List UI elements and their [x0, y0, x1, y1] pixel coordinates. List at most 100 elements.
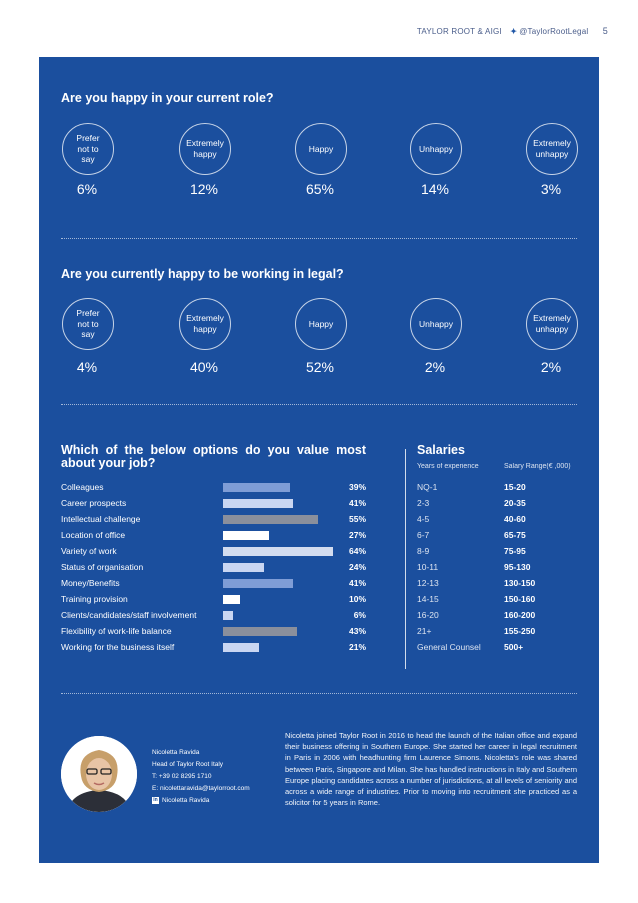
- value-row: Training provision 10%: [61, 592, 366, 608]
- salary-range: 155-250: [504, 626, 536, 636]
- divider: [61, 693, 577, 694]
- value-bar: [223, 483, 291, 492]
- value-bar: [223, 499, 294, 508]
- salary-years: 8-9: [417, 546, 430, 556]
- contact-card: Nicoletta Ravida Head of Taylor Root Ita…: [152, 747, 250, 807]
- q1-title: Are you happy in your current role?: [61, 91, 274, 105]
- salary-range: 15-20: [504, 482, 526, 492]
- q1-option-circle: Unhappy: [410, 123, 462, 175]
- salary-years: 2-3: [417, 498, 430, 508]
- q1-option-circle: Extremely unhappy: [526, 123, 578, 175]
- value-label: Flexibility of work-life balance: [61, 626, 172, 636]
- q2-option-label: Prefer not to say: [76, 308, 100, 340]
- q2-pct: 2%: [424, 359, 446, 375]
- content-panel: Are you happy in your current role? Pref…: [39, 57, 599, 863]
- contact-role: Head of Taylor Root Italy: [152, 761, 224, 768]
- value-bar: [223, 563, 265, 572]
- q2-option-circle: Extremely unhappy: [526, 298, 578, 350]
- value-bar: [223, 595, 241, 604]
- q2-option-label: Extremely happy: [186, 313, 224, 334]
- value-row: Intellectual challenge 55%: [61, 512, 366, 528]
- salary-range: 20-35: [504, 498, 526, 508]
- value-bar: [223, 531, 270, 540]
- q1-option-label: Happy: [308, 143, 334, 154]
- value-pct: 24%: [348, 562, 366, 572]
- salary-range: 95-130: [504, 562, 531, 572]
- contact-email[interactable]: E: nicolettaravida@taylorroot.com: [152, 785, 250, 792]
- q2-pct: 2%: [540, 359, 562, 375]
- salary-row: 14-15 150-160: [417, 592, 587, 608]
- salary-row: 10-11 95-130: [417, 560, 587, 576]
- value-row: Location of office 27%: [61, 528, 366, 544]
- salary-range: 500+: [504, 642, 524, 652]
- column-divider: [405, 449, 406, 669]
- value-label: Colleagues: [61, 482, 104, 492]
- salary-row: NQ-1 15-20: [417, 480, 587, 496]
- q2-option-circle: Happy: [295, 298, 347, 350]
- q1-pct: 3%: [540, 181, 562, 197]
- value-pct: 21%: [348, 642, 366, 652]
- value-bar: [223, 643, 260, 652]
- salary-row: 2-3 20-35: [417, 496, 587, 512]
- value-label: Location of office: [61, 530, 126, 540]
- q2-option-label: Extremely unhappy: [533, 313, 571, 334]
- q2-option-circle: Unhappy: [410, 298, 462, 350]
- salary-row: 12-13 130-150: [417, 576, 587, 592]
- salary-range: 130-150: [504, 578, 536, 588]
- values-title-2: about your job?: [61, 456, 156, 470]
- q1-option-circle: Extremely happy: [179, 123, 231, 175]
- q2-title: Are you currently happy to be working in…: [61, 267, 344, 281]
- page-number: 5: [602, 26, 608, 36]
- col-years: Years of experience: [417, 463, 479, 470]
- salary-range: 160-200: [504, 610, 536, 620]
- salary-years: General Counsel: [417, 642, 481, 652]
- avatar: [61, 736, 137, 812]
- contact-phone[interactable]: T: +39 02 8295 1710: [152, 773, 212, 780]
- value-row: Career prospects 41%: [61, 496, 366, 512]
- salary-years: NQ-1: [417, 482, 438, 492]
- salary-row: 6-7 65-75: [417, 528, 587, 544]
- value-row: Clients/candidates/staff involvement 6%: [61, 608, 366, 624]
- value-pct: 55%: [348, 514, 366, 524]
- q1-pct: 14%: [420, 181, 450, 197]
- salary-range: 75-95: [504, 546, 526, 556]
- brand-text: TAYLOR ROOT & AIGI: [416, 27, 502, 36]
- value-pct: 64%: [348, 546, 366, 556]
- linkedin-name: Nicoletta Ravida: [162, 797, 210, 804]
- value-row: Money/Benefits 41%: [61, 576, 366, 592]
- value-label: Working for the business itself: [61, 642, 175, 652]
- linkedin-link[interactable]: in Nicoletta Ravida: [152, 795, 250, 807]
- salaries-title: Salaries: [417, 443, 465, 457]
- linkedin-icon: in: [152, 796, 159, 804]
- value-row: Working for the business itself 21%: [61, 640, 366, 656]
- q2-option-circle: Extremely happy: [179, 298, 231, 350]
- value-bar: [223, 515, 318, 524]
- salary-range: 150-160: [504, 594, 536, 604]
- twitter-icon: ✦: [510, 27, 518, 36]
- value-label: Clients/candidates/staff involvement: [61, 610, 197, 620]
- salary-row: 16-20 160-200: [417, 608, 587, 624]
- value-pct: 43%: [348, 626, 366, 636]
- salary-row: 4-5 40-60: [417, 512, 587, 528]
- q2-pct: 52%: [305, 359, 335, 375]
- values-title: Which of the below options do you value …: [61, 443, 366, 457]
- salary-row: 21+ 155-250: [417, 624, 587, 640]
- value-pct: 27%: [348, 530, 366, 540]
- q1-option-circle: Happy: [295, 123, 347, 175]
- twitter-handle[interactable]: @TaylorRootLegal: [519, 27, 589, 36]
- q1-option-label: Extremely happy: [186, 138, 224, 159]
- salary-row: 8-9 75-95: [417, 544, 587, 560]
- q2-pct: 40%: [189, 359, 219, 375]
- salary-range: 40-60: [504, 514, 526, 524]
- salaries-header: Years of experience Salary Range(€ ,000): [417, 463, 571, 470]
- salary-years: 10-11: [417, 562, 439, 572]
- value-pct: 39%: [348, 482, 366, 492]
- q2-option-label: Happy: [308, 318, 334, 329]
- value-label: Money/Benefits: [61, 578, 120, 588]
- divider: [61, 404, 577, 405]
- salary-years: 14-15: [417, 594, 439, 604]
- q1-option-circle: Prefer not to say: [62, 123, 114, 175]
- q1-pct: 6%: [76, 181, 98, 197]
- value-pct: 6%: [353, 610, 366, 620]
- value-row: Status of organisation 24%: [61, 560, 366, 576]
